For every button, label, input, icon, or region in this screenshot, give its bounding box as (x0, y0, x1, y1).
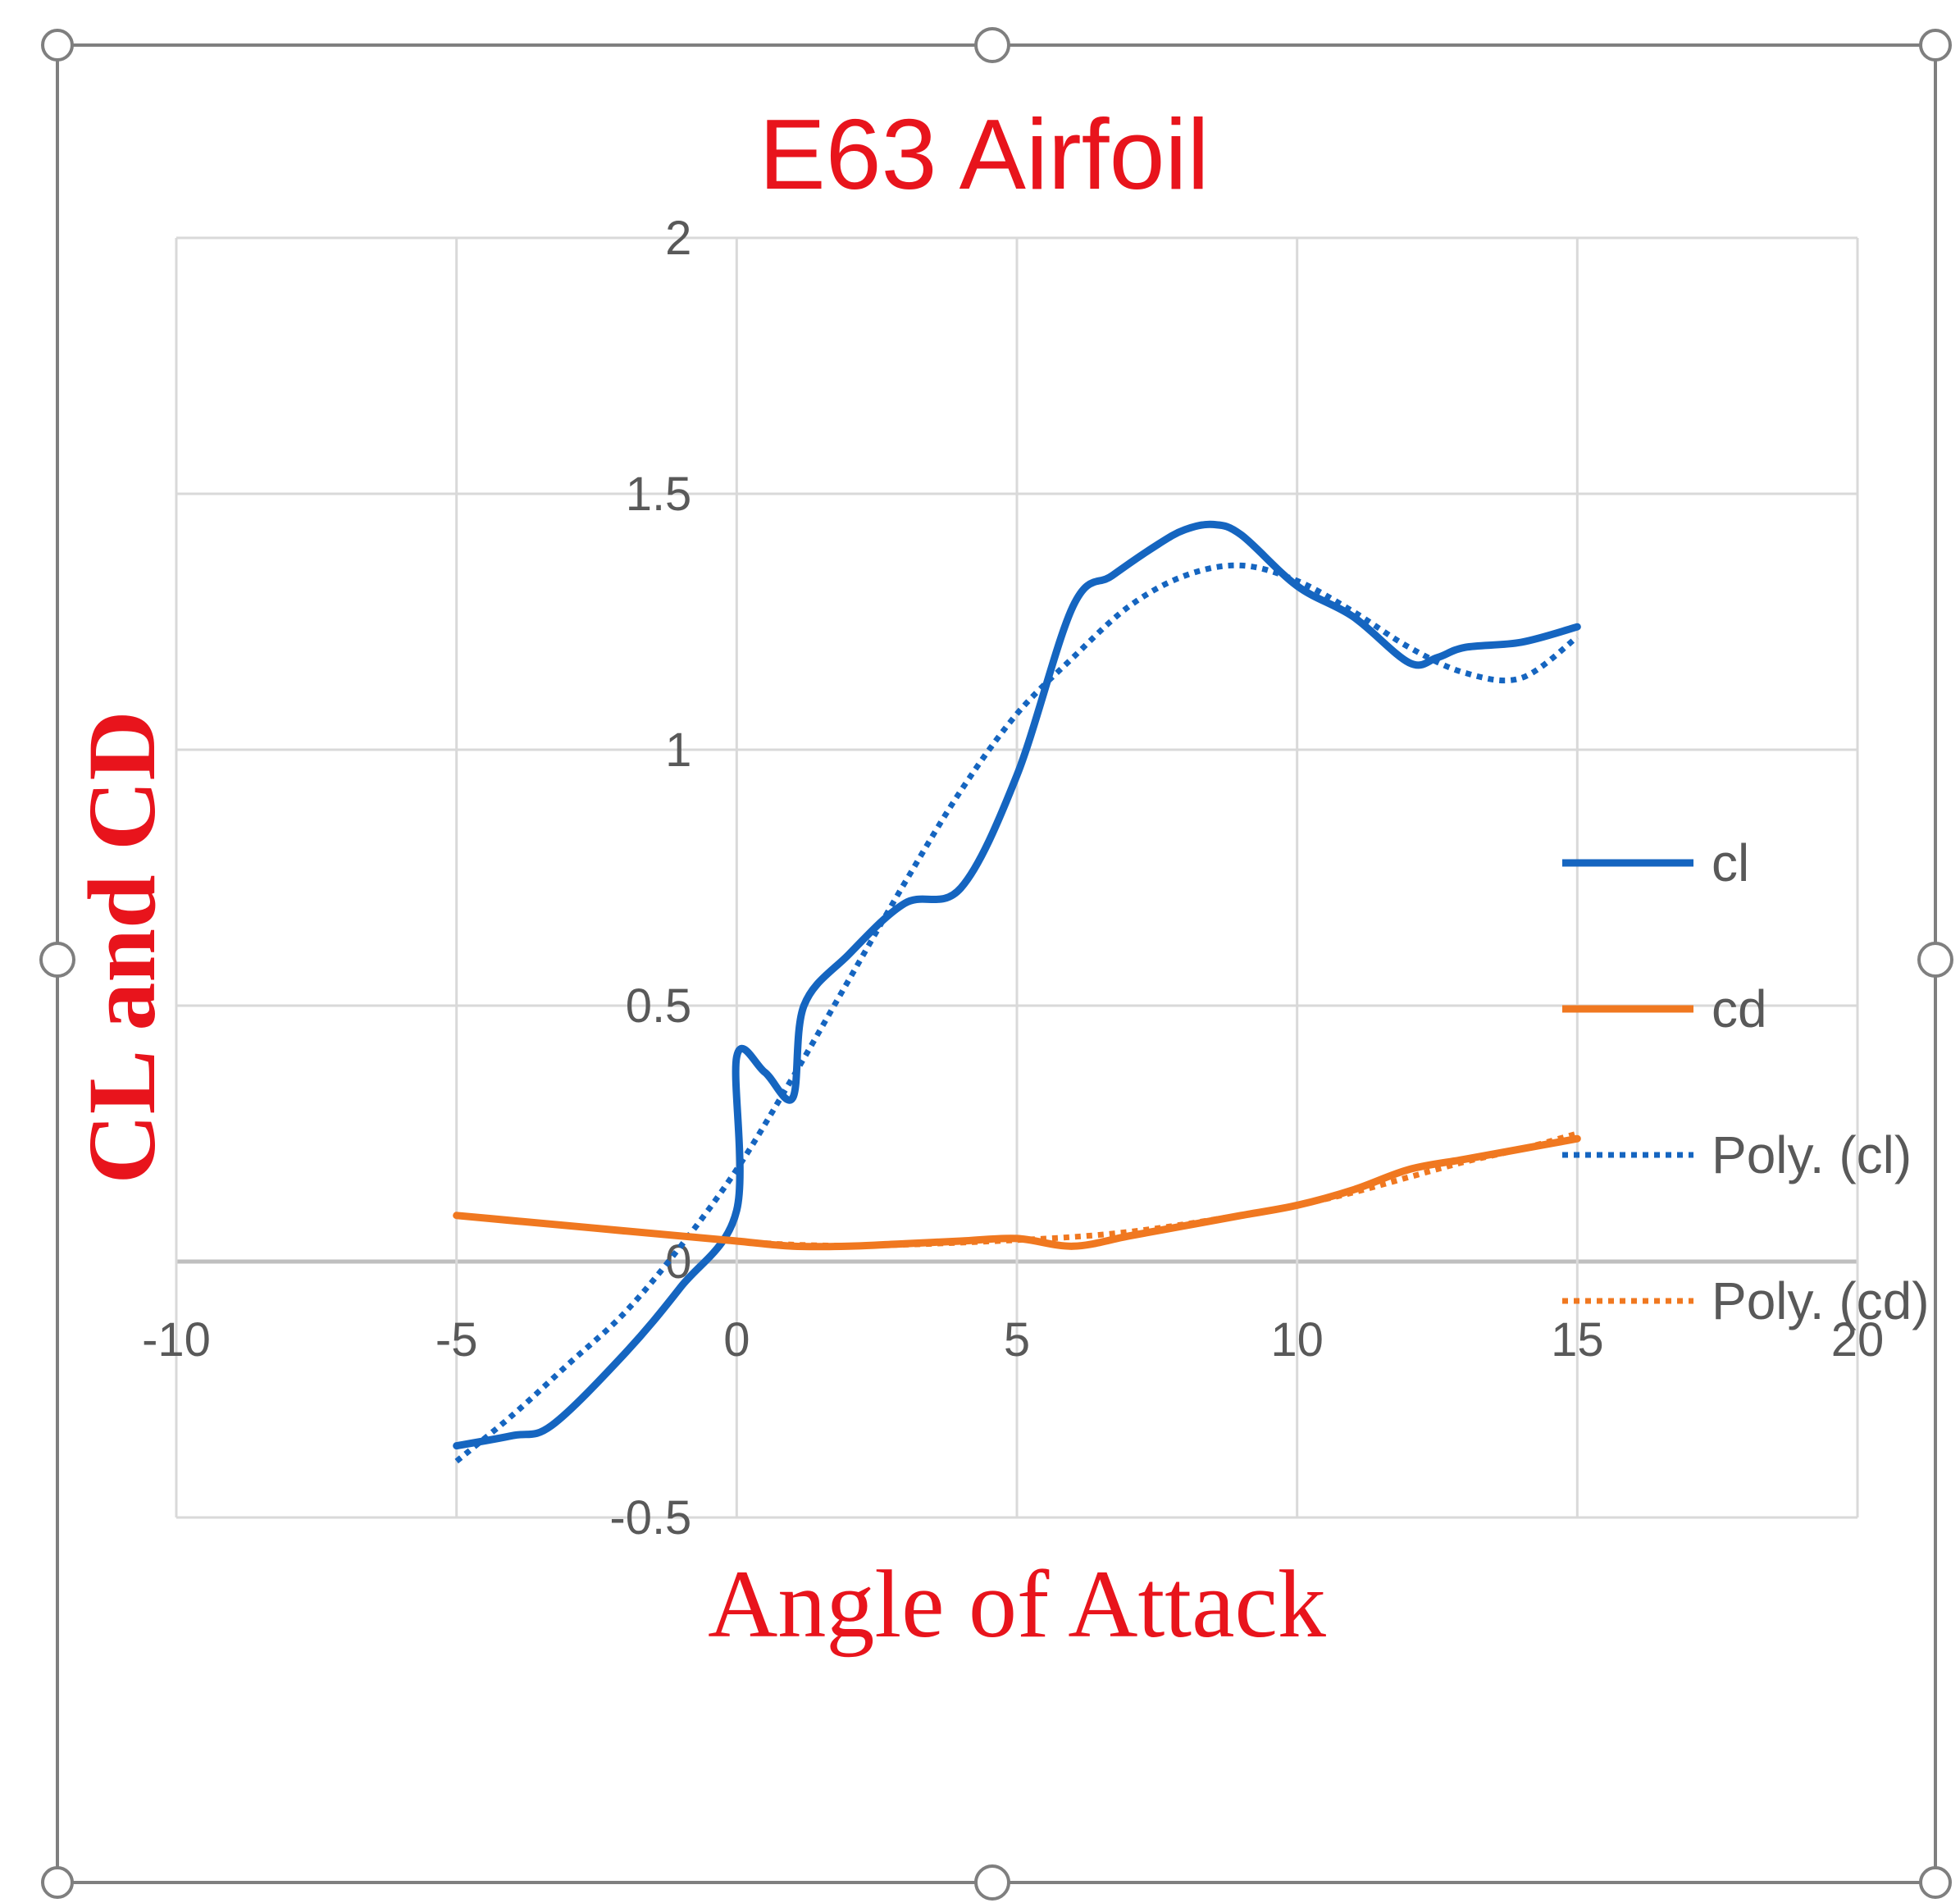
x-tick-label: -10 (142, 1313, 211, 1367)
x-tick-label: -5 (435, 1313, 478, 1367)
x-tick-label: 15 (1551, 1313, 1604, 1367)
series-cl-line (453, 520, 1581, 1450)
legend-label: Poly. (cl) (1712, 1125, 1912, 1184)
legend-label: Poly. (cd) (1712, 1271, 1930, 1330)
gridlines (175, 236, 1859, 1519)
legend-label: cl (1712, 833, 1749, 892)
resize-handle-top[interactable] (974, 27, 1010, 63)
x-tick-label: 10 (1270, 1313, 1324, 1367)
x-tick-label: 5 (1004, 1313, 1030, 1367)
resize-handle-left[interactable] (39, 942, 75, 978)
y-tick-label: -0.5 (609, 1491, 691, 1545)
x-axis-title: Angle of Attack (708, 1550, 1326, 1658)
resize-handle-bottom[interactable] (974, 1864, 1010, 1901)
y-tick-label: 0.5 (626, 979, 692, 1033)
plot-series (453, 520, 1581, 1464)
resize-handle-top-right[interactable] (1919, 29, 1952, 62)
legend-label: cd (1712, 979, 1767, 1038)
y-tick-label: 1 (665, 723, 691, 777)
resize-handle-right[interactable] (1917, 942, 1953, 978)
y-tick-label: 2 (665, 212, 691, 265)
y-tick-label: 1.5 (626, 468, 692, 521)
x-tick-label: 20 (1831, 1313, 1885, 1367)
resize-handle-top-left[interactable] (41, 29, 74, 62)
chart-title: E63 Airfoil (759, 98, 1209, 210)
legend: cl cd Poly. (cl) Poly. (cd) (1562, 833, 1930, 1330)
chart-frame (39, 27, 1953, 1901)
x-tick-labels: -10 -5 0 5 10 15 20 (142, 1313, 1884, 1367)
series-cd-line (453, 1134, 1581, 1251)
y-tick-labels: -0.500.511.52 (609, 212, 691, 1545)
y-axis-title: CL and CD (68, 710, 175, 1184)
x-tick-label: 0 (723, 1313, 750, 1367)
resize-handle-bottom-right[interactable] (1919, 1866, 1952, 1899)
resize-handle-bottom-left[interactable] (41, 1866, 74, 1899)
series-poly-cl-line (454, 562, 1579, 1464)
